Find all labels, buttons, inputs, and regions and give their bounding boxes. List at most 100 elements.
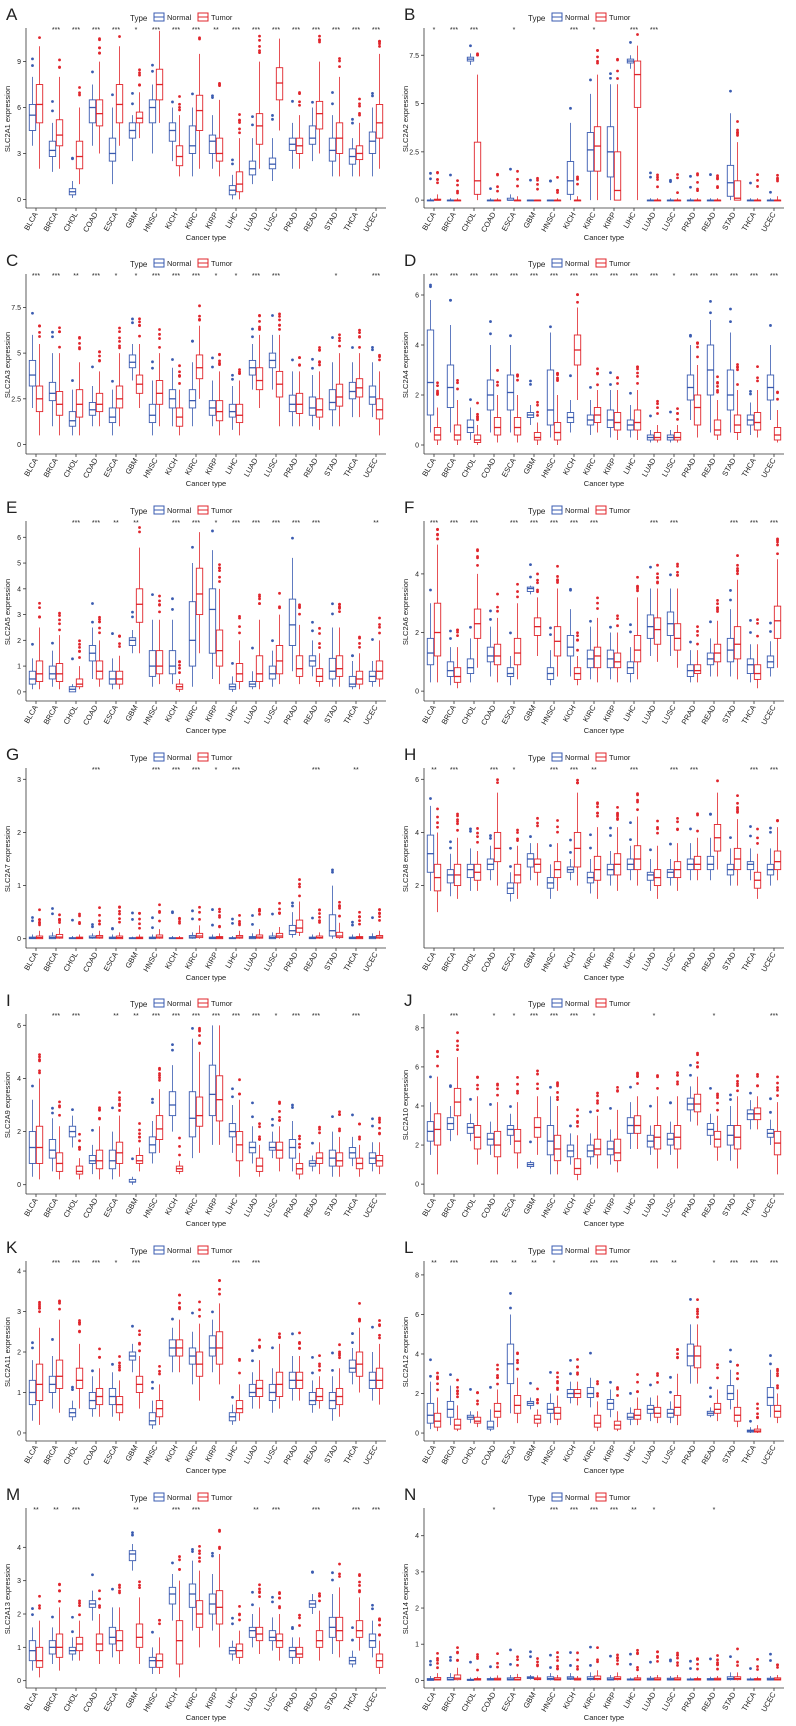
category-group: LIHC <box>223 1604 244 1710</box>
tumor-box <box>713 419 722 436</box>
x-axis-label: Cancer type <box>186 1219 226 1228</box>
tumor-outlier <box>636 1390 639 1394</box>
normal-outlier <box>191 909 194 913</box>
normal-outlier <box>331 1351 334 1355</box>
category-group: UCEC <box>759 1652 782 1713</box>
normal-outlier <box>609 1106 612 1110</box>
x-tick-label: STAD <box>720 1690 738 1712</box>
tumor-box <box>195 354 204 380</box>
category-group: PRAD*** <box>282 27 304 233</box>
category-group: ESCA** <box>102 1013 124 1219</box>
tumor-outlier <box>358 1122 361 1126</box>
category-group: KICH*** <box>163 1013 184 1217</box>
tumor-outlier <box>736 569 739 573</box>
category-group: CHOL*** <box>460 273 482 479</box>
tumor-outlier <box>38 1594 41 1598</box>
significance-label: *** <box>212 1013 220 1020</box>
normal-outlier <box>151 593 154 597</box>
normal-outlier <box>311 620 314 624</box>
x-tick-label: LIHC <box>223 950 240 970</box>
significance-label: *** <box>152 767 160 774</box>
normal-outlier <box>689 1063 692 1067</box>
legend-normal-label: Normal <box>565 13 590 22</box>
panel-letter: K <box>6 1238 18 1257</box>
normal-outlier <box>111 632 114 635</box>
tumor-outlier <box>496 592 499 596</box>
tumor-outlier <box>696 625 699 629</box>
tumor-outlier <box>318 1599 321 1603</box>
tumor-outlier <box>78 1139 81 1143</box>
normal-outlier <box>151 69 154 73</box>
tumor-box <box>593 1138 602 1156</box>
tumor-box <box>433 1412 442 1428</box>
category-group: BRCA <box>42 907 64 973</box>
normal-box <box>486 1420 495 1430</box>
legend-tumor-label: Tumor <box>609 1246 631 1255</box>
significance-label: *** <box>152 1013 160 1020</box>
tumor-outlier <box>58 1113 61 1117</box>
significance-label: * <box>135 273 138 280</box>
tumor-outlier <box>716 779 719 783</box>
tumor-outlier <box>716 381 719 384</box>
category-group: UCEC <box>759 173 782 233</box>
normal-outlier <box>769 830 772 834</box>
tumor-outlier <box>756 1073 759 1076</box>
tumor-outlier <box>676 570 679 574</box>
normal-box <box>526 586 535 592</box>
significance-label: ** <box>133 1013 139 1020</box>
normal-outlier <box>729 1093 732 1097</box>
x-tick-label: BRCA <box>42 704 60 727</box>
normal-box <box>48 1139 57 1159</box>
category-group: BRCA <box>440 1646 462 1713</box>
x-tick-label: BRCA <box>42 1444 60 1467</box>
tumor-outlier <box>318 1362 321 1366</box>
tumor-box <box>473 141 482 195</box>
normal-outlier <box>271 114 274 117</box>
normal-outlier <box>669 1101 672 1105</box>
category-group: KIRP* <box>203 273 224 476</box>
x-tick-label: LIHC <box>223 703 240 723</box>
x-tick-label: CHOL <box>460 1197 478 1220</box>
panel-letter: F <box>404 498 414 517</box>
tumor-outlier <box>238 1612 241 1616</box>
tumor-box <box>473 1416 482 1424</box>
normal-outlier <box>589 1664 592 1667</box>
category-group: KIRP <box>601 57 622 230</box>
tumor-outlier <box>158 919 161 923</box>
tumor-outlier <box>456 189 459 193</box>
tumor-box <box>773 605 782 639</box>
tumor-box <box>773 850 782 871</box>
x-tick-label: UCEC <box>759 210 778 233</box>
tumor-outlier <box>536 1387 539 1391</box>
tumor-outlier <box>456 381 459 385</box>
tumor-outlier <box>436 807 439 811</box>
tumor-box <box>533 858 542 873</box>
normal-outlier <box>689 334 692 338</box>
x-axis-label: Cancer type <box>584 233 624 242</box>
tumor-outlier <box>776 1081 779 1085</box>
tumor-outlier <box>516 1655 519 1659</box>
significance-label: *** <box>152 273 160 280</box>
tumor-outlier <box>596 596 599 600</box>
tumor-outlier <box>476 1399 479 1403</box>
x-tick-label: LUSC <box>262 1443 280 1465</box>
category-group: ESCA* <box>500 1013 522 1219</box>
tumor-outlier <box>776 397 779 401</box>
normal-outlier <box>151 916 154 920</box>
tumor-outlier <box>38 1606 41 1610</box>
tumor-outlier <box>676 827 679 831</box>
tumor-outlier <box>616 617 619 621</box>
normal-outlier <box>489 187 492 191</box>
tumor-box <box>55 663 64 682</box>
significance-label: *** <box>750 273 758 280</box>
normal-outlier <box>191 1550 194 1553</box>
normal-box <box>466 419 475 433</box>
tumor-box <box>95 660 104 680</box>
tumor-outlier <box>98 1589 101 1593</box>
tumor-box <box>175 145 184 167</box>
tumor-outlier <box>576 781 579 785</box>
x-tick-label: BLCA <box>420 211 438 232</box>
